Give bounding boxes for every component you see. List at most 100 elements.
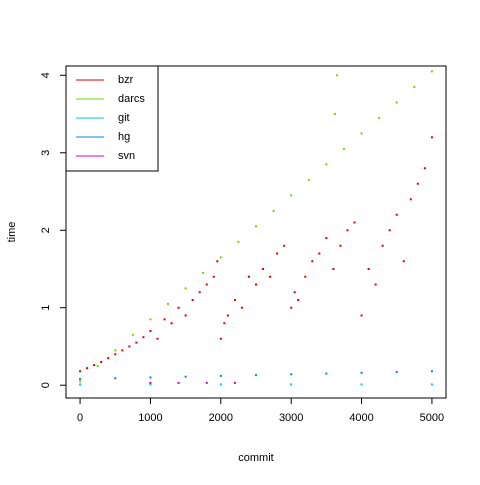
legend-label: bzr bbox=[118, 74, 134, 86]
point bbox=[333, 113, 336, 116]
y-tick-label: 4 bbox=[40, 72, 52, 78]
point bbox=[255, 374, 257, 377]
point bbox=[131, 333, 134, 336]
legend-label: hg bbox=[118, 131, 130, 143]
x-tick-label: 3000 bbox=[279, 412, 303, 424]
point bbox=[360, 132, 363, 135]
point bbox=[79, 370, 82, 373]
x-axis-label: commit bbox=[238, 452, 273, 464]
point bbox=[395, 101, 398, 104]
point bbox=[325, 372, 328, 375]
point bbox=[269, 275, 272, 278]
point bbox=[276, 252, 279, 255]
point bbox=[79, 380, 82, 383]
point bbox=[430, 70, 433, 73]
point bbox=[293, 291, 296, 294]
point bbox=[262, 267, 265, 270]
point bbox=[237, 240, 240, 243]
point bbox=[205, 381, 208, 384]
point bbox=[290, 306, 293, 309]
point bbox=[184, 314, 187, 317]
point bbox=[311, 260, 314, 263]
point bbox=[307, 178, 310, 181]
point bbox=[156, 337, 159, 340]
x-tick-label: 4000 bbox=[349, 412, 373, 424]
point bbox=[202, 271, 205, 274]
point bbox=[177, 381, 180, 384]
point bbox=[416, 182, 419, 185]
point bbox=[297, 298, 300, 301]
point bbox=[325, 163, 328, 166]
point bbox=[335, 74, 338, 77]
point bbox=[304, 275, 307, 278]
point bbox=[318, 252, 321, 255]
point bbox=[184, 375, 187, 378]
point bbox=[339, 244, 342, 247]
point bbox=[423, 167, 426, 170]
point bbox=[290, 373, 293, 376]
y-tick-label: 2 bbox=[40, 227, 52, 233]
point bbox=[149, 376, 152, 379]
point bbox=[346, 229, 349, 232]
point bbox=[184, 287, 187, 290]
point bbox=[114, 353, 117, 356]
point bbox=[86, 367, 89, 370]
y-axis-label: time bbox=[6, 222, 18, 243]
x-tick-label: 2000 bbox=[209, 412, 233, 424]
point bbox=[149, 329, 152, 332]
x-tick-label: 1000 bbox=[138, 412, 162, 424]
point bbox=[219, 256, 222, 259]
x-tick-label: 0 bbox=[77, 412, 83, 424]
point bbox=[360, 383, 363, 386]
point bbox=[247, 275, 250, 278]
y-tick-label: 1 bbox=[40, 305, 52, 311]
point bbox=[240, 306, 243, 309]
point bbox=[205, 283, 208, 286]
point bbox=[374, 283, 377, 286]
point bbox=[226, 314, 229, 317]
point bbox=[290, 194, 293, 197]
point bbox=[233, 381, 236, 384]
y-tick-label: 3 bbox=[40, 150, 52, 156]
point bbox=[430, 370, 433, 373]
point bbox=[149, 318, 152, 321]
point bbox=[283, 244, 286, 247]
point bbox=[430, 136, 433, 139]
legend-label: git bbox=[118, 112, 130, 124]
point bbox=[149, 381, 152, 384]
point bbox=[413, 85, 416, 88]
point bbox=[290, 383, 293, 386]
point bbox=[325, 237, 328, 240]
point bbox=[114, 377, 117, 380]
point bbox=[360, 371, 363, 374]
point bbox=[142, 336, 145, 339]
point bbox=[388, 229, 391, 232]
point bbox=[255, 283, 257, 286]
point bbox=[96, 364, 99, 367]
point bbox=[272, 209, 275, 212]
point bbox=[93, 364, 96, 367]
point bbox=[219, 374, 222, 377]
point bbox=[107, 357, 110, 360]
point bbox=[177, 306, 180, 309]
point bbox=[430, 383, 433, 386]
point bbox=[135, 341, 138, 344]
point bbox=[79, 378, 82, 381]
point bbox=[149, 383, 152, 386]
point bbox=[191, 298, 194, 301]
point bbox=[128, 345, 131, 348]
point bbox=[216, 260, 219, 263]
point bbox=[79, 383, 82, 386]
point bbox=[219, 337, 222, 340]
point bbox=[332, 267, 335, 270]
point bbox=[353, 221, 356, 224]
point bbox=[395, 213, 398, 216]
point bbox=[360, 314, 363, 317]
y-tick-label: 0 bbox=[40, 382, 52, 388]
point bbox=[233, 298, 236, 301]
point bbox=[409, 198, 412, 201]
point bbox=[381, 244, 384, 247]
point bbox=[367, 267, 370, 270]
point bbox=[121, 349, 124, 352]
